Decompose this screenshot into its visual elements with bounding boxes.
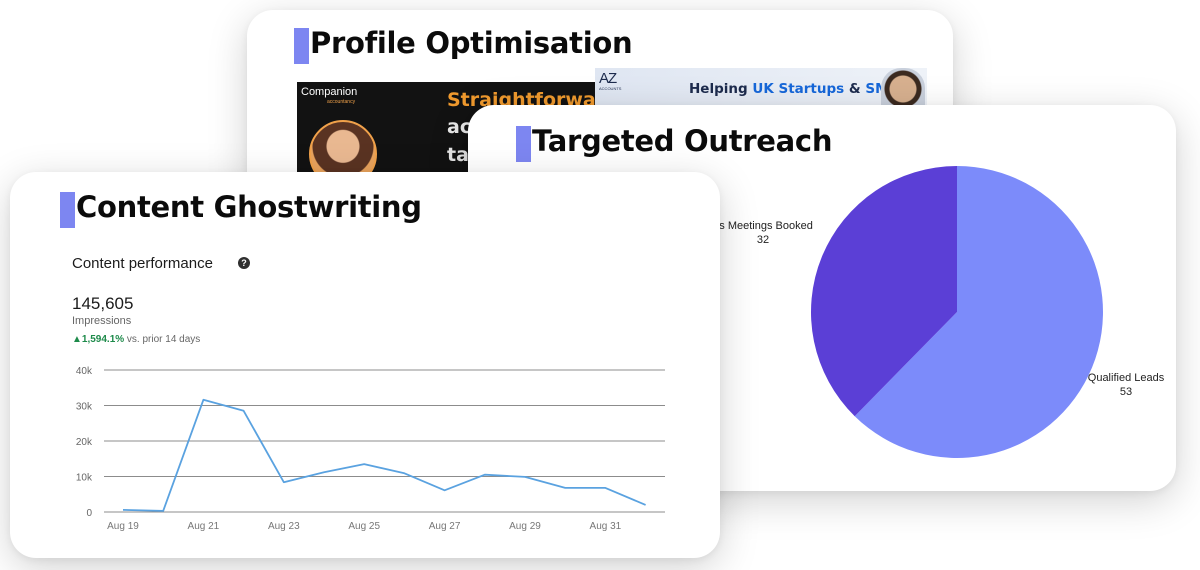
companion-logo: Companion <box>301 86 358 98</box>
x-tick-label: Aug 29 <box>509 521 541 532</box>
slice-label: es Meetings Booked <box>713 220 813 232</box>
y-tick-label: 40k <box>76 366 93 377</box>
delta-value: ▲1,594.1% <box>72 334 125 345</box>
impressions-value: 145,605 <box>72 294 134 313</box>
x-tick-label: Aug 31 <box>590 521 622 532</box>
x-tick-label: Aug 25 <box>348 521 380 532</box>
help-icon[interactable]: ? <box>238 257 250 269</box>
title-accent-bar <box>516 126 531 162</box>
line-chart: 0 10k 20k 30k 40k Aug 19 Aug 21 Aug 23 Aug 25 Aug… <box>76 366 665 532</box>
banner-line-1: ac <box>447 116 472 138</box>
y-tick-label: 30k <box>76 402 93 413</box>
content-card-title: Content Ghostwriting <box>76 190 422 224</box>
slice-value: 32 <box>757 234 769 246</box>
az-logo-sub: ACCOUNTS <box>599 86 622 91</box>
pie-slice <box>810 166 957 417</box>
pie-slice <box>854 166 1103 458</box>
delta-text: ▲1,594.1% vs. prior 14 days <box>72 334 200 345</box>
title-accent-bar <box>294 28 309 64</box>
content-ghostwriting-card: Content Ghostwriting Content performance… <box>10 172 720 558</box>
banner-line-2: ta <box>447 144 469 166</box>
az-logo: AZ <box>599 70 617 87</box>
x-tick-label: Aug 27 <box>429 521 461 532</box>
banner-tagline: Helping UK Startups & SMEs <box>689 81 906 97</box>
outreach-card-title: Targeted Outreach <box>532 124 833 158</box>
title-accent-bar <box>60 192 75 228</box>
slice-label: Qualified Leads <box>1088 372 1165 384</box>
x-tick-label: Aug 19 <box>107 521 139 532</box>
slice-value: 53 <box>1120 386 1132 398</box>
y-tick-label: 20k <box>76 437 93 448</box>
content-performance-title: Content performance <box>72 255 213 272</box>
y-tick-label: 0 <box>86 508 92 519</box>
tagline-highlight-1: UK Startups <box>752 81 845 97</box>
y-tick-label: 10k <box>76 473 93 484</box>
impressions-label: Impressions <box>72 315 132 327</box>
delta-label: vs. prior 14 days <box>124 334 201 345</box>
tagline-mid: & <box>844 81 866 97</box>
profile-card-title: Profile Optimisation <box>310 26 633 60</box>
x-tick-label: Aug 21 <box>188 521 220 532</box>
companion-logo-sub: accountancy <box>327 99 356 105</box>
x-tick-label: Aug 23 <box>268 521 300 532</box>
tagline-pre: Helping <box>689 81 753 97</box>
pie-chart: Qualified Leads 53 es Meetings Booked 32 <box>713 166 1165 458</box>
impressions-line <box>122 398 646 512</box>
